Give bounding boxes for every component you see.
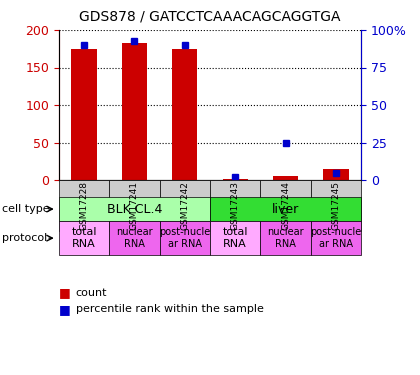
Text: BLK CL.4: BLK CL.4 xyxy=(107,202,162,216)
Bar xyxy=(323,169,349,180)
Text: ■: ■ xyxy=(59,303,71,316)
Text: GSM17245: GSM17245 xyxy=(331,181,341,230)
Text: post-nucle
ar RNA: post-nucle ar RNA xyxy=(310,227,362,249)
Text: protocol: protocol xyxy=(2,233,47,243)
Bar xyxy=(122,43,147,180)
Text: post-nucle
ar RNA: post-nucle ar RNA xyxy=(159,227,210,249)
Text: nuclear
RNA: nuclear RNA xyxy=(267,227,304,249)
Text: nuclear
RNA: nuclear RNA xyxy=(116,227,153,249)
Bar xyxy=(273,176,298,180)
Text: ■: ■ xyxy=(59,286,71,299)
Text: GSM17242: GSM17242 xyxy=(180,181,189,230)
Text: cell type: cell type xyxy=(2,204,50,214)
Text: GSM17228: GSM17228 xyxy=(79,181,89,230)
Text: GSM17244: GSM17244 xyxy=(281,181,290,230)
Bar xyxy=(223,178,248,180)
Text: GSM17241: GSM17241 xyxy=(130,181,139,230)
Text: count: count xyxy=(76,288,107,297)
Text: GDS878 / GATCCTCAAACAGCAGGTGA: GDS878 / GATCCTCAAACAGCAGGTGA xyxy=(79,9,341,23)
Bar xyxy=(172,49,197,180)
Text: total
RNA: total RNA xyxy=(223,227,248,249)
Text: liver: liver xyxy=(272,202,299,216)
Bar xyxy=(71,49,97,180)
Text: percentile rank within the sample: percentile rank within the sample xyxy=(76,304,263,314)
Text: GSM17243: GSM17243 xyxy=(231,181,240,230)
Text: total
RNA: total RNA xyxy=(71,227,97,249)
